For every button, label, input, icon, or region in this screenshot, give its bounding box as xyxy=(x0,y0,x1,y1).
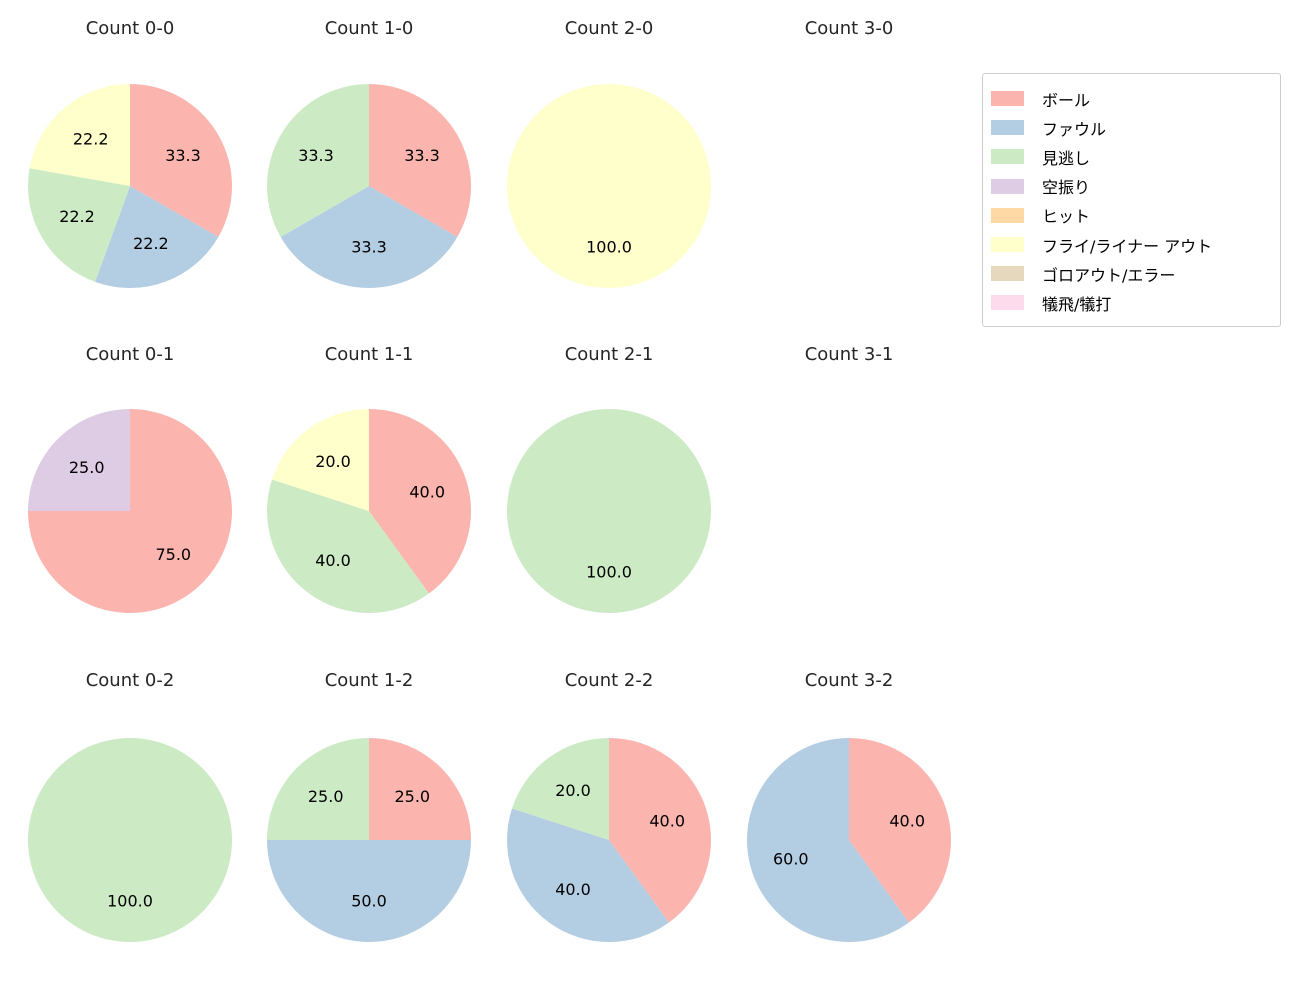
slice-percentage-label: 20.0 xyxy=(315,452,351,471)
legend-item: ボール xyxy=(991,84,1272,113)
chart-title: Count 3-1 xyxy=(804,344,894,365)
legend-item: ゴロアウト/エラー xyxy=(991,259,1272,288)
pie-slice xyxy=(609,738,711,923)
pie-slice xyxy=(369,409,471,594)
slice-percentage-label: 25.0 xyxy=(308,787,344,806)
pie-count-1-0: 33.3 33.3 33.3 xyxy=(267,84,471,288)
legend-label: 犠飛/犠打 xyxy=(1042,294,1112,314)
chart-title: Count 2-1 xyxy=(564,344,654,365)
slice-percentage-label: 60.0 xyxy=(773,849,809,868)
legend-swatch xyxy=(991,91,1024,107)
slice-percentage-label: 40.0 xyxy=(889,812,925,831)
pie-slice xyxy=(746,738,909,942)
pie-slice xyxy=(507,409,711,613)
legend-swatch xyxy=(991,295,1024,311)
slice-percentage-label: 100.0 xyxy=(107,892,153,911)
legend-swatch xyxy=(991,120,1024,136)
pie-count-0-0: 33.3 22.2 22.2 22.2 xyxy=(28,84,232,289)
pie-slice xyxy=(369,84,471,237)
pie-slice xyxy=(267,84,369,237)
legend: ボールファウル見逃し空振りヒットフライ/ライナー アウト ゴロアウト/エラー 犠飛/… xyxy=(982,73,1281,327)
slice-percentage-label: 100.0 xyxy=(586,238,632,257)
legend-swatch xyxy=(991,149,1024,165)
chart-title: Count 3-2 xyxy=(804,670,894,691)
pie-count-2-1: 100.0 xyxy=(507,409,711,613)
slice-percentage-label: 25.0 xyxy=(394,787,430,806)
slice-percentage-label: 75.0 xyxy=(155,545,191,564)
legend-item: 犠飛/犠打 xyxy=(991,288,1272,317)
legend-item: 見逃し xyxy=(991,142,1272,171)
legend-item: フライ/ライナー アウト xyxy=(991,230,1272,259)
legend-label: ボール xyxy=(1042,90,1091,110)
legend-label: ヒット xyxy=(1042,207,1091,227)
pie-slice xyxy=(266,479,429,613)
slice-percentage-label: 22.2 xyxy=(59,207,95,226)
legend-item: 空振り xyxy=(991,172,1272,201)
pie-count-0-2: 100.0 xyxy=(28,738,232,942)
legend-swatch xyxy=(991,266,1024,282)
chart-title: Count 1-0 xyxy=(324,18,414,39)
chart-title: Count 1-1 xyxy=(324,344,414,365)
legend-label: 見逃し xyxy=(1042,148,1091,168)
pie-count-0-1: 75.0 25.0 xyxy=(28,409,232,613)
legend-item: ファウル xyxy=(991,113,1272,142)
legend-swatch xyxy=(991,178,1024,194)
legend-items: ボールファウル見逃し空振りヒットフライ/ライナー アウト ゴロアウト/エラー 犠飛/… xyxy=(991,84,1272,318)
pie-slice xyxy=(511,738,609,840)
slice-percentage-label: 50.0 xyxy=(351,892,387,911)
chart-title: Count 0-0 xyxy=(85,18,175,39)
pie-slice xyxy=(28,738,232,942)
chart-title: Count 2-0 xyxy=(564,18,654,39)
pie-slice xyxy=(28,168,130,282)
pie-slice xyxy=(28,409,130,511)
chart-title: Count 2-2 xyxy=(564,670,654,691)
pie-count-1-1: 40.0 40.0 20.0 xyxy=(266,409,471,613)
pie-slice xyxy=(271,409,369,511)
slice-percentage-label: 33.3 xyxy=(404,146,440,165)
pie-slice xyxy=(95,186,219,289)
legend-label: フライ/ライナー アウト xyxy=(1042,236,1213,256)
slice-percentage-label: 40.0 xyxy=(409,483,445,502)
slice-percentage-label: 25.0 xyxy=(69,458,105,477)
chart-title: Count 0-2 xyxy=(85,670,175,691)
pie-count-2-2: 40.0 40.0 20.0 xyxy=(506,738,711,942)
slice-percentage-label: 33.3 xyxy=(298,146,334,165)
legend-label: ゴロアウト/エラー xyxy=(1042,265,1176,285)
chart-title: Count 3-0 xyxy=(804,18,894,39)
legend-item: ヒット xyxy=(991,201,1272,230)
pie-count-2-0: 100.0 xyxy=(507,84,711,288)
legend-label: 空振り xyxy=(1042,178,1091,198)
pie-slice xyxy=(267,840,471,942)
legend-label: ファウル xyxy=(1042,119,1107,139)
slice-percentage-label: 40.0 xyxy=(315,551,351,570)
chart-title: Count 0-1 xyxy=(85,344,175,365)
slice-percentage-label: 22.2 xyxy=(73,130,109,149)
pie-count-1-2: 25.0 50.0 25.0 xyxy=(267,738,471,942)
pie-count-3-2: 40.0 60.0 xyxy=(746,738,951,942)
legend-swatch xyxy=(991,237,1024,253)
slice-percentage-label: 100.0 xyxy=(586,563,632,582)
slice-percentage-label: 40.0 xyxy=(555,880,591,899)
pie-slice xyxy=(280,186,458,288)
slice-percentage-label: 20.0 xyxy=(555,781,591,800)
pie-slice xyxy=(267,738,369,840)
pie-slice xyxy=(130,84,232,237)
legend-swatch xyxy=(991,207,1024,223)
pie-slice xyxy=(849,738,951,923)
slice-percentage-label: 40.0 xyxy=(649,812,685,831)
chart-title: Count 1-2 xyxy=(324,670,414,691)
pie-slice xyxy=(369,738,471,840)
slice-percentage-label: 33.3 xyxy=(351,238,387,257)
pie-slice xyxy=(507,84,711,288)
pie-slice xyxy=(506,808,669,942)
pie-slice xyxy=(29,84,130,186)
slice-percentage-label: 33.3 xyxy=(165,146,201,165)
slice-percentage-label: 22.2 xyxy=(133,234,169,253)
